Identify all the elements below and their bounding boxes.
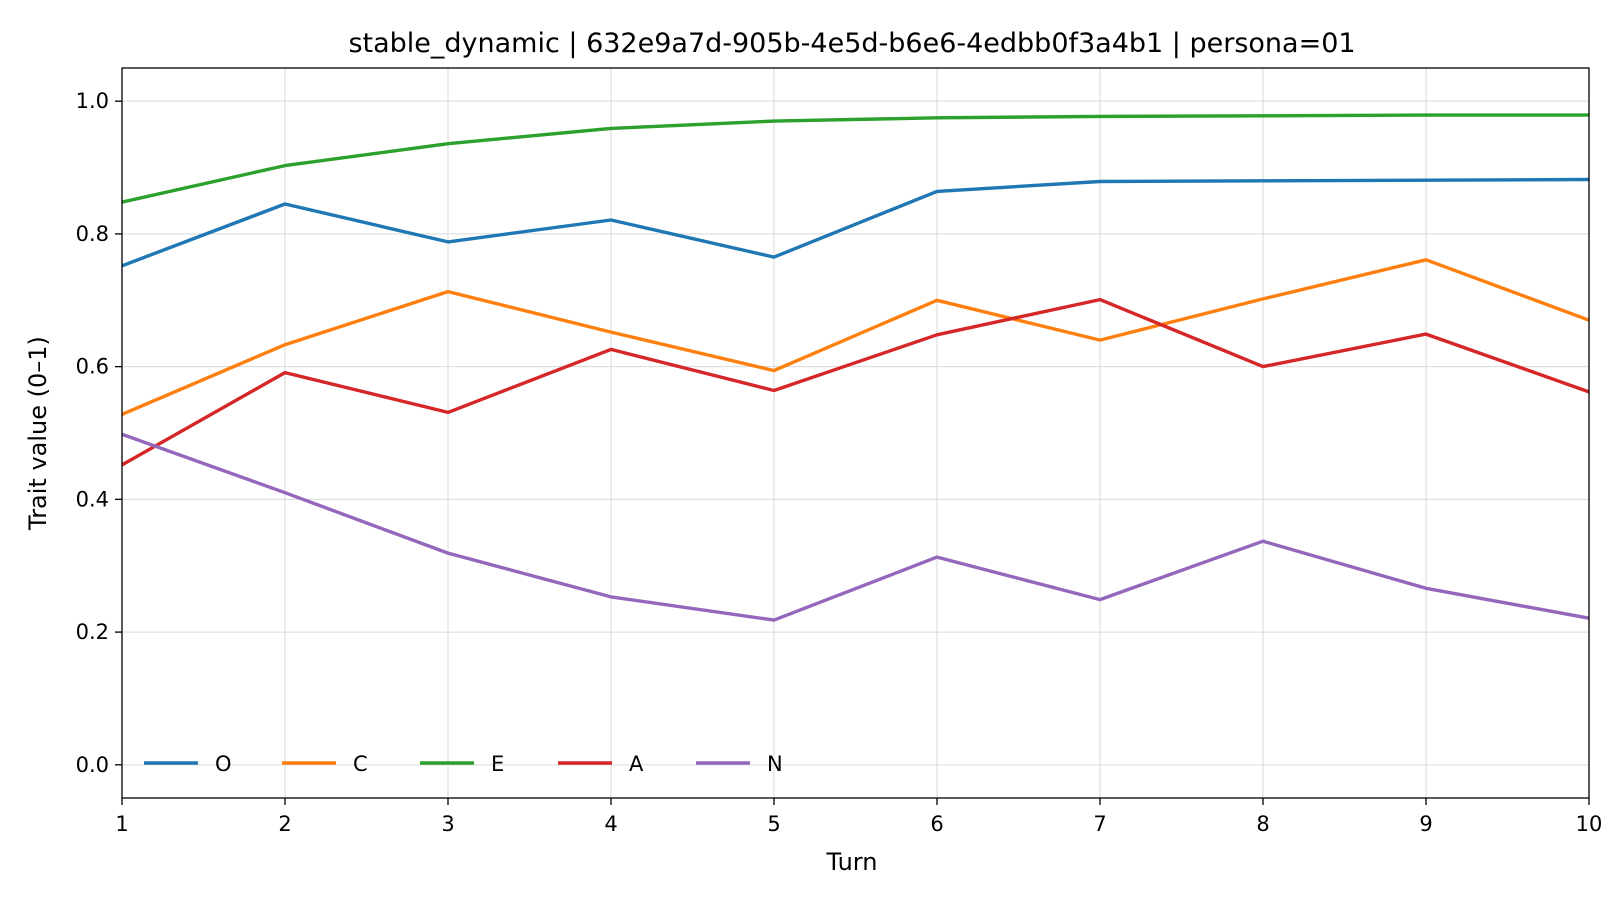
x-tick-label: 6 bbox=[930, 812, 943, 836]
y-tick-label: 0.0 bbox=[76, 753, 109, 777]
series-lines bbox=[121, 113, 1590, 622]
x-tick-label: 2 bbox=[278, 812, 291, 836]
x-tick-label: 7 bbox=[1093, 812, 1106, 836]
x-tick-label: 5 bbox=[767, 812, 780, 836]
y-axis-ticks: 0.0 0.2 0.4 0.6 0.8 1.0 bbox=[76, 89, 122, 777]
series-line-a bbox=[121, 297, 1590, 467]
grid-lines bbox=[121, 68, 1590, 798]
plot-frame bbox=[121, 67, 1590, 799]
x-tick-label: 4 bbox=[604, 812, 617, 836]
legend-label-a: A bbox=[629, 752, 644, 776]
x-axis-ticks: 1 2 3 4 5 6 7 8 9 10 bbox=[115, 798, 1602, 836]
y-axis-label: Trait value (0–1) bbox=[24, 336, 52, 531]
x-tick-label: 10 bbox=[1576, 812, 1603, 836]
x-axis-label: Turn bbox=[826, 848, 878, 876]
series-line-o bbox=[121, 177, 1590, 268]
x-tick-label: 8 bbox=[1256, 812, 1269, 836]
y-tick-label: 1.0 bbox=[76, 89, 109, 113]
y-tick-label: 0.2 bbox=[76, 620, 109, 644]
y-tick-label: 0.8 bbox=[76, 222, 109, 246]
series-line-c bbox=[121, 258, 1590, 416]
y-tick-label: 0.4 bbox=[76, 487, 109, 511]
legend-label-o: O bbox=[215, 752, 232, 776]
y-tick-label: 0.6 bbox=[76, 355, 109, 379]
x-tick-label: 3 bbox=[441, 812, 454, 836]
x-tick-label: 1 bbox=[115, 812, 128, 836]
chart-title: stable_dynamic | 632e9a7d-905b-4e5d-b6e6… bbox=[348, 28, 1355, 59]
series-line-n bbox=[121, 432, 1590, 622]
legend-label-c: C bbox=[353, 752, 368, 776]
legend-label-n: N bbox=[767, 752, 783, 776]
x-tick-label: 9 bbox=[1419, 812, 1432, 836]
legend-label-e: E bbox=[491, 752, 504, 776]
series-line-e bbox=[121, 113, 1589, 204]
